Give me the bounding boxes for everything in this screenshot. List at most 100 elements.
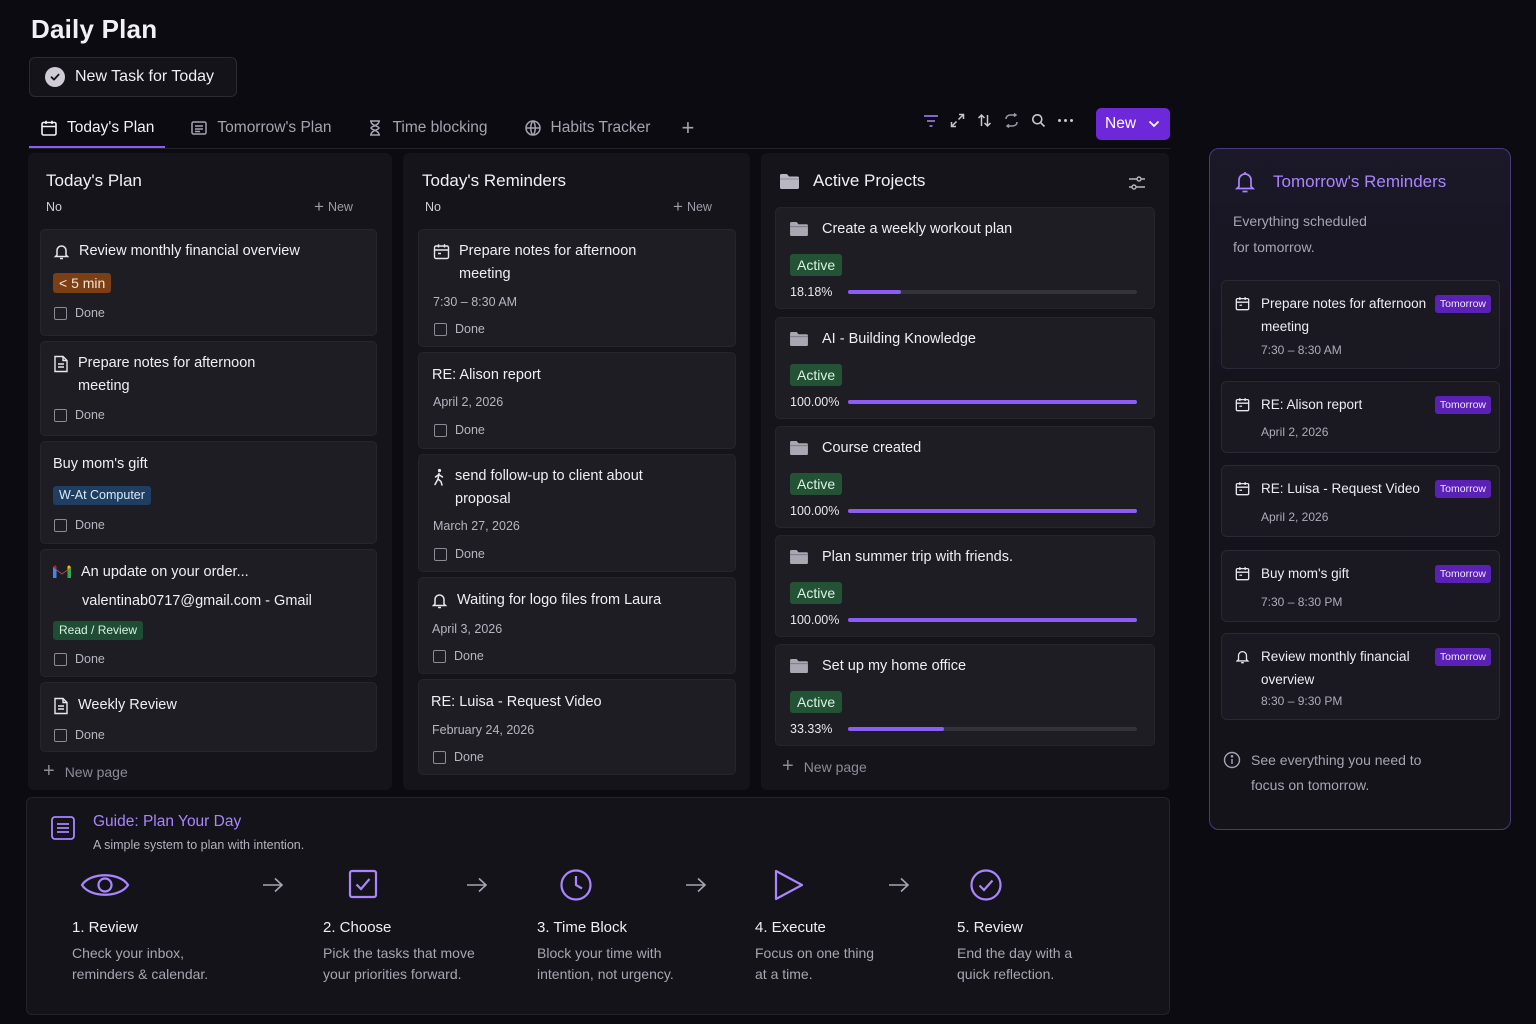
checkbox-icon: [434, 547, 447, 561]
step-description-line: End the day with a: [957, 945, 1073, 961]
add-new-button[interactable]: + New: [673, 197, 712, 217]
reminder-date: February 24, 2026: [432, 723, 535, 737]
new-task-button[interactable]: New Task for Today: [29, 57, 237, 97]
sync-icon[interactable]: [1003, 112, 1020, 129]
guide-subtitle: A simple system to plan with intention.: [93, 838, 305, 852]
project-card[interactable]: Course created Active 100.00%: [775, 426, 1155, 528]
task-card[interactable]: Prepare notes for afternoon meeting Done: [40, 341, 377, 436]
tomorrow-reminder-card[interactable]: Buy mom's gift Tomorrow 7:30 – 8:30 PM: [1221, 550, 1500, 622]
step-description-line: reminders & calendar.: [72, 965, 209, 982]
progress-label: 33.33%: [790, 722, 833, 736]
progress-fill: [848, 727, 945, 731]
done-checkbox[interactable]: Done: [434, 322, 485, 336]
reminder-card[interactable]: Waiting for logo files from Laura April …: [418, 577, 736, 674]
reminder-date: April 2, 2026: [433, 395, 504, 409]
folder-icon: [789, 331, 809, 347]
task-subtitle: valentinab0717@gmail.com - Gmail: [82, 593, 312, 609]
panel-description-line: Everything scheduled: [1233, 213, 1367, 229]
task-card[interactable]: An update on your order... valentinab071…: [40, 549, 377, 677]
done-checkbox[interactable]: Done: [54, 728, 105, 742]
step-description: Focus on one thing at a time.: [755, 943, 945, 984]
bell-icon: [1234, 170, 1256, 194]
task-title: Review monthly financial overview: [79, 243, 300, 259]
tomorrow-reminder-card[interactable]: RE: Alison report Tomorrow April 2, 2026: [1221, 381, 1500, 453]
more-icon[interactable]: [1057, 112, 1074, 129]
done-checkbox[interactable]: Done: [54, 518, 105, 532]
project-card[interactable]: Set up my home office Active 33.33%: [775, 644, 1155, 746]
new-button[interactable]: New: [1096, 108, 1170, 140]
settings-sliders-icon[interactable]: [1128, 176, 1146, 190]
calendar-icon: [40, 119, 58, 137]
task-title: An update on your order...: [81, 564, 249, 580]
filter-icon[interactable]: [922, 112, 939, 129]
plus-icon: +: [673, 197, 683, 216]
expand-icon[interactable]: [949, 112, 966, 129]
progress-fill: [848, 509, 1137, 513]
duration-badge: < 5 min: [53, 273, 112, 293]
step-description-line: your priorities forward.: [323, 965, 462, 982]
project-title-row: Create a weekly workout plan: [789, 221, 1012, 237]
progress-label: 100.00%: [790, 395, 840, 409]
add-new-button[interactable]: + New: [314, 197, 353, 217]
search-icon[interactable]: [1030, 112, 1047, 129]
reminder-card[interactable]: RE: Alison report April 2, 2026 Done: [418, 352, 736, 449]
task-card[interactable]: Weekly Review Done: [40, 682, 377, 752]
folder-icon: [789, 549, 809, 565]
project-title-row: Course created: [789, 440, 921, 456]
new-button-label: New: [1105, 115, 1137, 132]
play-icon: [773, 868, 805, 902]
done-checkbox[interactable]: Done: [434, 547, 485, 561]
list-icon: [190, 119, 208, 137]
tab-label: Habits Tracker: [550, 119, 651, 136]
new-page-button[interactable]: + New page: [43, 760, 128, 783]
done-checkbox[interactable]: Done: [433, 649, 484, 663]
reminder-title-line: meeting: [459, 266, 511, 282]
done-checkbox[interactable]: Done: [54, 652, 105, 666]
task-card[interactable]: Buy mom's gift W-At Computer Done: [40, 441, 377, 544]
task-card[interactable]: Review monthly financial overview < 5 mi…: [40, 229, 377, 336]
sort-icon[interactable]: [976, 112, 993, 129]
reminder-title-row: Review monthly financial overview: [1235, 645, 1410, 691]
done-checkbox[interactable]: Done: [434, 423, 485, 437]
chevron-down-icon[interactable]: [1148, 120, 1160, 128]
project-card[interactable]: AI - Building Knowledge Active 100.00%: [775, 317, 1155, 419]
guide-title: Guide: Plan Your Day: [93, 813, 242, 830]
project-card[interactable]: Create a weekly workout plan Active 18.1…: [775, 207, 1155, 309]
status-badge: Active: [790, 364, 843, 386]
progress-fill: [848, 290, 901, 294]
document-icon: [53, 697, 69, 715]
column-title: Active Projects: [813, 171, 926, 190]
new-page-button[interactable]: + New page: [782, 755, 867, 778]
checkbox-icon: [54, 652, 67, 666]
tomorrow-reminder-card[interactable]: RE: Luisa - Request Video Tomorrow April…: [1221, 465, 1500, 537]
project-card[interactable]: Plan summer trip with friends. Active 10…: [775, 535, 1155, 637]
done-checkbox[interactable]: Done: [54, 408, 105, 422]
tomorrow-reminder-card[interactable]: Review monthly financial overview Tomorr…: [1221, 633, 1500, 720]
tab-habits-tracker[interactable]: Habits Tracker: [513, 108, 662, 148]
reminder-title-line: Review monthly financial: [1261, 649, 1410, 664]
reminder-date: April 3, 2026: [432, 622, 503, 636]
plus-icon: +: [314, 197, 324, 216]
tab-todays-plan[interactable]: Today's Plan: [29, 108, 166, 148]
step-description-line: Pick the tasks that move: [323, 945, 475, 961]
done-label: Done: [75, 728, 105, 742]
done-checkbox[interactable]: Done: [433, 750, 484, 764]
reminder-card[interactable]: RE: Luisa - Request Video February 24, 2…: [418, 679, 736, 775]
done-label: Done: [75, 306, 105, 320]
done-checkbox[interactable]: Done: [54, 306, 105, 320]
done-label: Done: [454, 750, 484, 764]
new-label: New: [327, 200, 353, 214]
tab-tomorrows-plan[interactable]: Tomorrow's Plan: [179, 108, 342, 148]
add-tab-button[interactable]: +: [681, 115, 695, 140]
step-description-line: at a time.: [755, 965, 813, 982]
info-icon: [1223, 751, 1241, 798]
task-title: Prepare notes for afternoon meeting: [78, 352, 255, 398]
tomorrow-reminder-card[interactable]: Prepare notes for afternoon meeting Tomo…: [1221, 280, 1500, 369]
reminder-card[interactable]: send follow-up to client about proposal …: [418, 454, 736, 572]
reminder-title-row: Prepare notes for afternoon meeting: [1235, 292, 1426, 338]
tab-time-blocking[interactable]: Time blocking: [356, 108, 498, 148]
progress-bar: [848, 509, 1137, 513]
reminder-card[interactable]: Prepare notes for afternoon meeting 7:30…: [418, 229, 736, 347]
tab-label: Time blocking: [392, 119, 488, 136]
folder-icon: [789, 658, 809, 674]
